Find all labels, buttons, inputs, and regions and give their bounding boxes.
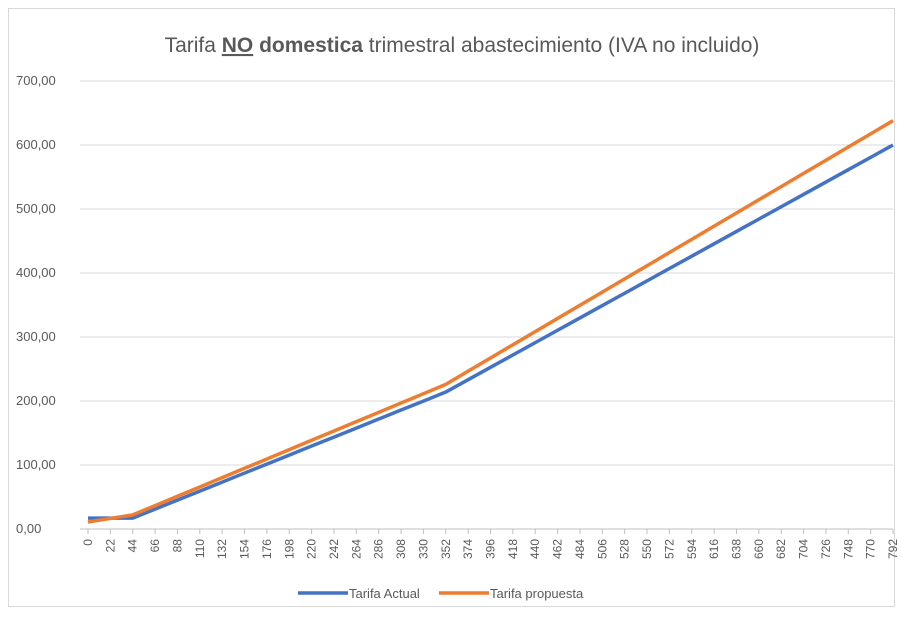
x-tick-label: 0 (81, 539, 95, 546)
y-tick-label: 500,00 (16, 201, 56, 216)
x-tick-label: 374 (461, 539, 475, 559)
chart-border (8, 8, 895, 607)
x-tick-label: 616 (707, 539, 721, 559)
x-tick-label: 484 (573, 539, 587, 559)
legend-label: Tarifa Actual (349, 586, 420, 601)
x-tick-label: 792 (886, 539, 900, 559)
x-tick-label: 66 (148, 539, 162, 553)
y-tick-label: 0,00 (16, 521, 41, 536)
series-line (87, 119, 894, 524)
x-tick-label: 264 (349, 539, 363, 559)
x-tick-label: 418 (506, 539, 520, 559)
x-tick-label: 748 (841, 539, 855, 559)
x-tick-label: 176 (260, 539, 274, 559)
x-tick-label: 396 (484, 539, 498, 559)
x-tick-label: 132 (215, 539, 229, 559)
y-tick-label: 100,00 (16, 457, 56, 472)
x-tick-label: 462 (551, 539, 565, 559)
x-tick-label: 440 (528, 539, 542, 559)
series-line (88, 143, 894, 520)
title-part: trimestral abastecimiento (IVA no inclui… (363, 34, 759, 57)
x-tick-label: 220 (305, 539, 319, 559)
x-tick-label: 572 (662, 539, 676, 559)
x-tick-label: 154 (238, 539, 252, 559)
x-tick-label: 286 (372, 539, 386, 559)
x-tick-label: 88 (170, 539, 184, 553)
title-part: Tarifa (165, 34, 222, 57)
x-tick-label: 594 (685, 539, 699, 559)
y-tick-label: 600,00 (16, 137, 56, 152)
title-part: NO (222, 34, 254, 57)
y-tick-label: 400,00 (16, 265, 56, 280)
title-part: domestica (253, 34, 363, 57)
x-tick-label: 550 (640, 539, 654, 559)
x-tick-label: 44 (126, 539, 140, 553)
x-tick-label: 110 (193, 539, 207, 558)
y-tick-label: 300,00 (16, 329, 56, 344)
y-tick-label: 700,00 (16, 73, 56, 88)
x-tick-label: 506 (595, 539, 609, 559)
x-tick-label: 726 (819, 539, 833, 559)
x-tick-label: 638 (729, 539, 743, 559)
x-tick-label: 242 (327, 539, 341, 559)
x-tick-label: 308 (394, 539, 408, 559)
x-tick-label: 704 (797, 539, 811, 559)
x-tick-label: 660 (752, 539, 766, 559)
x-tick-label: 682 (774, 539, 788, 559)
x-tick-label: 528 (618, 539, 632, 559)
x-tick-label: 198 (282, 539, 296, 559)
x-tick-label: 330 (416, 539, 430, 559)
legend-label: Tarifa propuesta (490, 586, 584, 601)
x-tick-label: 352 (439, 539, 453, 559)
chart-title: Tarifa NO domestica trimestral abastecim… (165, 34, 760, 57)
y-tick-label: 200,00 (16, 393, 56, 408)
x-tick-label: 22 (103, 539, 117, 553)
x-tick-label: 770 (864, 539, 878, 559)
